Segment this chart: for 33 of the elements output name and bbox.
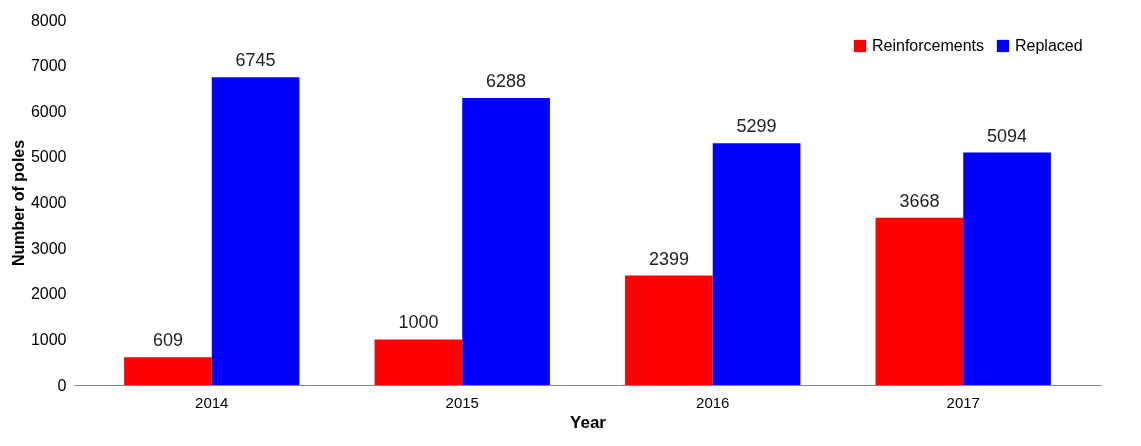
data-label: 1000 [398,312,439,333]
bar [875,217,964,385]
data-label: 3668 [899,190,940,211]
y-tick-label: 5000 [30,148,67,166]
x-tick-label: 2015 [445,393,479,411]
x-tick-label: 2017 [946,393,980,411]
legend-label: Replaced [1015,37,1083,54]
bar [625,275,713,385]
x-axis-title: Year [570,412,607,432]
y-axis-title: Number of poles [9,139,27,267]
bar [211,77,300,385]
data-label: 6288 [486,71,527,92]
bar [374,339,463,385]
x-tick-label: 2014 [195,393,229,411]
data-label: 5299 [736,116,777,137]
y-tick-label: 8000 [30,11,67,29]
legend-label: Reinforcements [872,37,985,54]
bar [963,152,1051,385]
y-tick-label: 6000 [30,102,67,120]
y-tick-label: 3000 [30,239,67,257]
y-tick-label: 1000 [30,330,67,348]
x-tick-label: 2016 [696,393,730,411]
data-label: 2399 [648,248,689,269]
data-label: 6745 [235,50,276,71]
data-label: 609 [152,330,183,351]
y-tick-label: 2000 [30,285,67,303]
bar [712,143,801,385]
y-tick-label: 4000 [30,194,67,211]
bar [462,98,550,385]
y-tick-label: 0 [57,376,67,394]
y-tick-label: 7000 [30,57,67,75]
bar [124,357,212,385]
data-label: 5094 [987,125,1028,146]
